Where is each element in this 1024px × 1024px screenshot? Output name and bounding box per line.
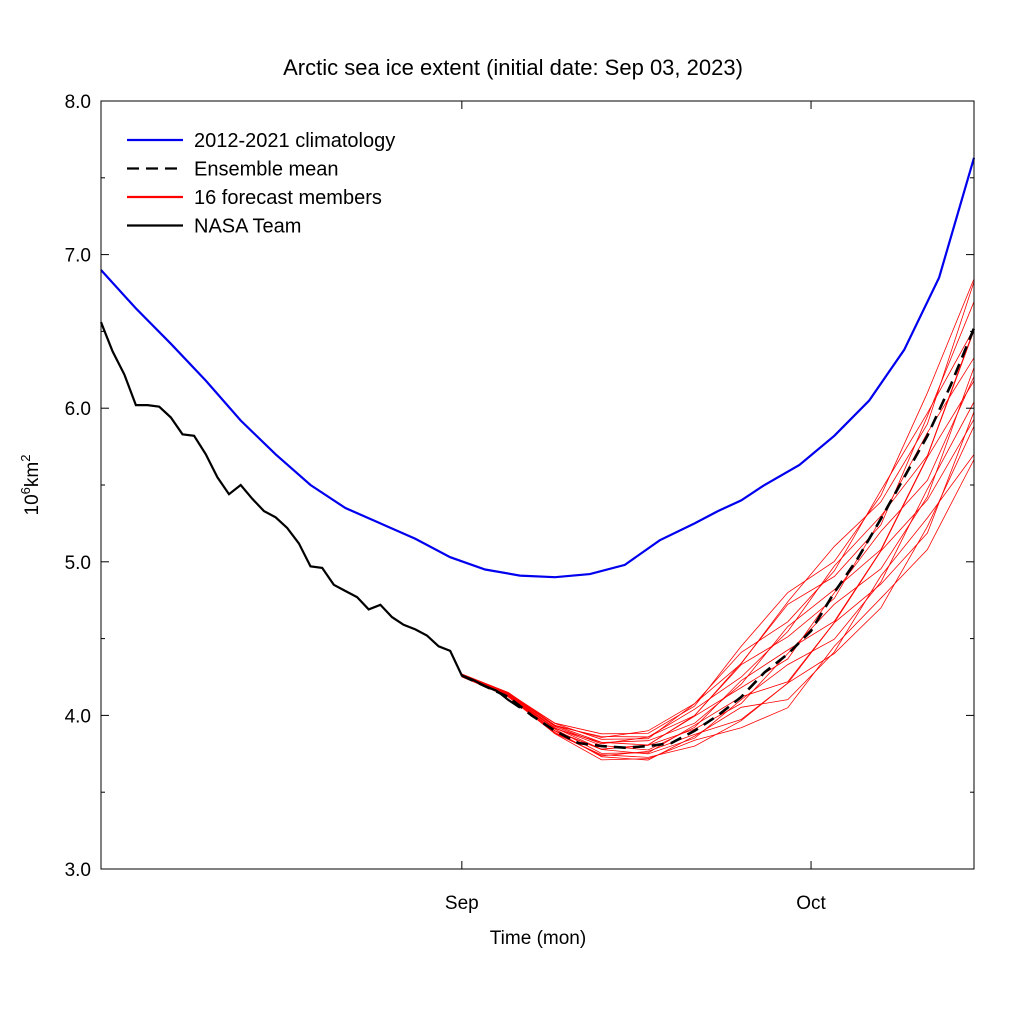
forecast-member-line <box>461 357 975 746</box>
ensemble-mean-line <box>461 327 976 750</box>
y-tick-label: 8.0 <box>65 92 91 113</box>
plot-area <box>99 157 976 761</box>
y-tick-label: 7.0 <box>65 246 91 267</box>
forecast-member-line <box>461 328 975 745</box>
forecast-member-line <box>461 278 975 735</box>
forecast-member-line <box>461 281 975 738</box>
y-tick-label: 5.0 <box>65 553 91 574</box>
legend-label: NASA Team <box>194 216 301 238</box>
forecast-member-line <box>461 328 975 740</box>
forecast-member-line <box>461 380 975 751</box>
legend: 2012-2021 climatology Ensemble mean 16 for… <box>127 130 395 238</box>
legend-label: 16 forecast members <box>194 187 382 209</box>
x-axis-label: Time (mon) <box>490 928 586 949</box>
forecast-member-line <box>461 419 975 754</box>
forecast-member-line <box>461 376 975 750</box>
climatology-line <box>100 157 976 579</box>
legend-label: 2012-2021 climatology <box>194 130 395 152</box>
y-tick-label: 6.0 <box>65 399 91 420</box>
axis-ticks: 3.0 4.0 5.0 6.0 7.0 8.0 Sep Oct <box>65 92 974 914</box>
forecast-member-line <box>461 330 975 743</box>
nasa-team-line <box>99 321 521 709</box>
forecast-members-group <box>461 278 975 761</box>
forecast-member-line <box>461 401 975 755</box>
chart-title: Arctic sea ice extent (initial date: Sep… <box>283 55 743 80</box>
forecast-member-line <box>461 426 975 758</box>
x-tick-label: Sep <box>445 893 479 914</box>
forecast-member-line <box>461 301 975 738</box>
y-axis-label: 106km2 <box>18 455 43 516</box>
forecast-member-line <box>461 367 975 750</box>
y-tick-label: 4.0 <box>65 706 91 727</box>
series-lines-group <box>99 157 976 750</box>
y-tick-label: 3.0 <box>65 860 91 881</box>
legend-label: Ensemble mean <box>194 159 339 181</box>
x-tick-label: Oct <box>796 893 826 914</box>
